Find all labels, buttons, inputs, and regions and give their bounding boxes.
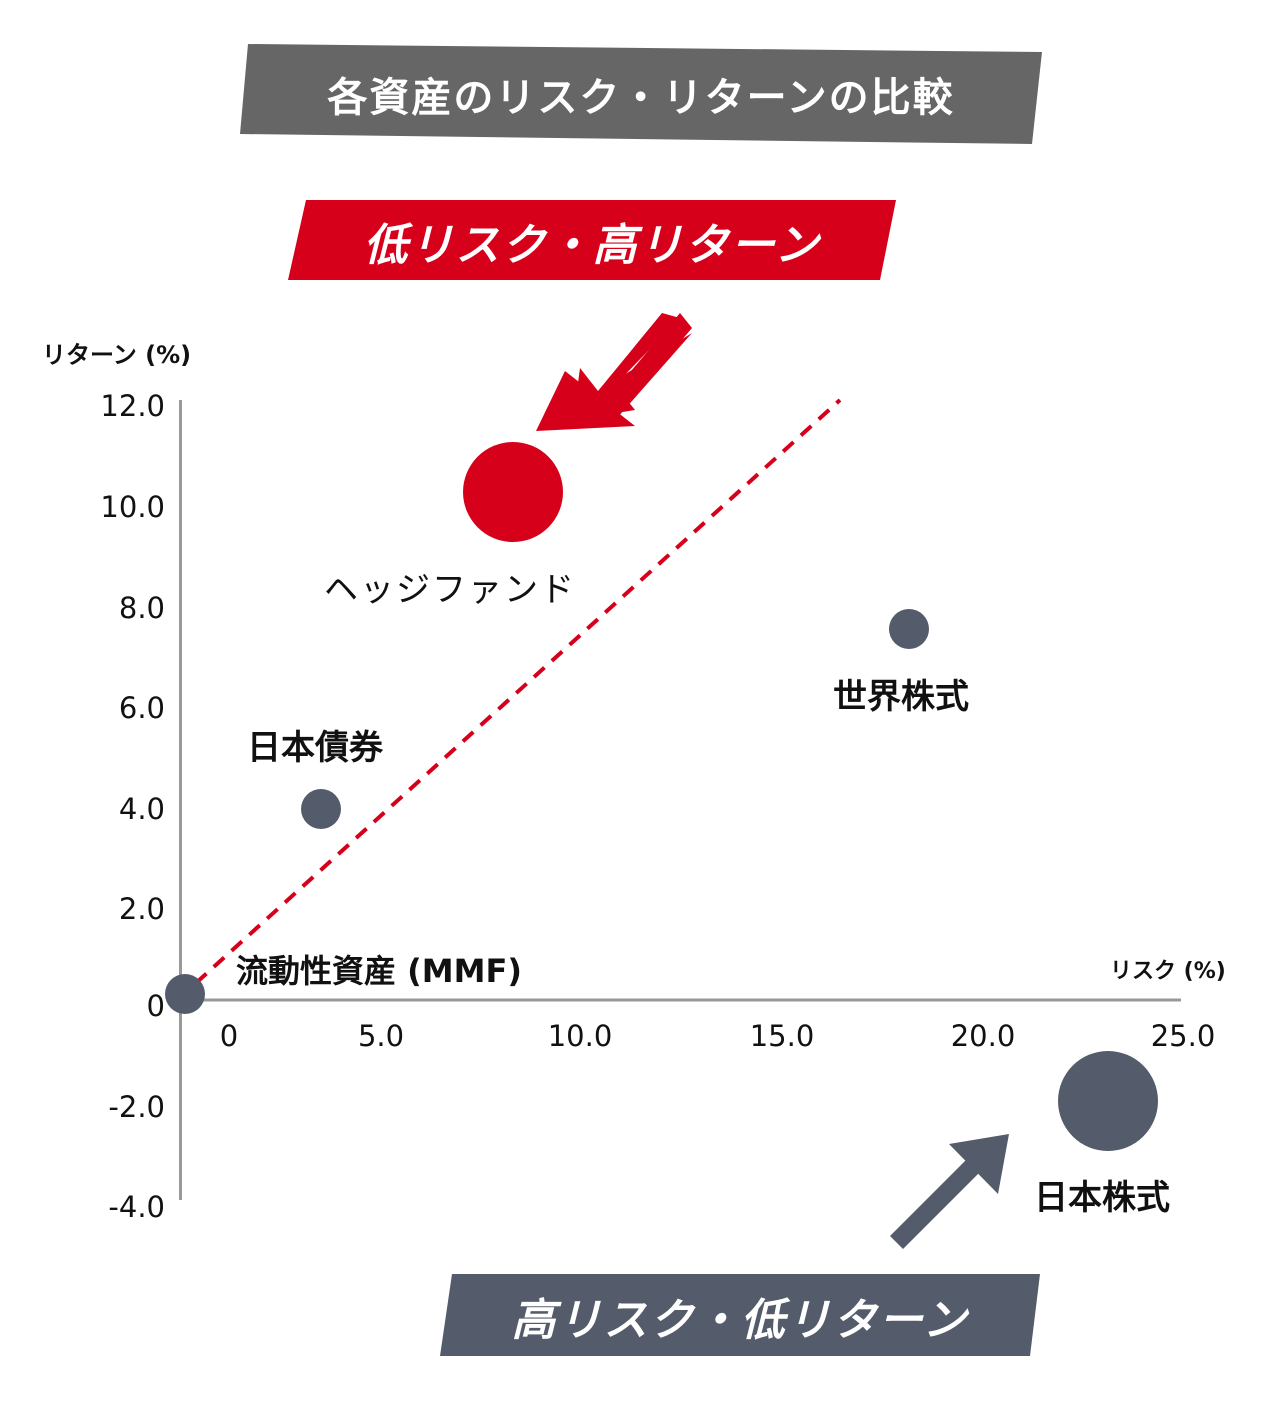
y-tick-label: -2.0 — [108, 1090, 165, 1124]
arrow-down-left-icon — [573, 313, 692, 420]
x-tick-label: 10.0 — [547, 1019, 613, 1053]
point-japan-equity — [1058, 1051, 1158, 1151]
label-japan-bonds: 日本債券 — [247, 728, 383, 768]
y-axis-title: リターン (%) — [42, 341, 192, 369]
y-tick-label: -4.0 — [108, 1190, 165, 1224]
point-mmf — [165, 974, 205, 1014]
x-tick-label: 20.0 — [950, 1019, 1016, 1053]
low-risk-high-return-label: 低リスク・高リターン — [363, 220, 821, 271]
point-japan-bonds — [301, 789, 341, 829]
title-banner-shape — [240, 44, 1042, 144]
high-risk-low-return-banner: 高リスク・低リターン — [440, 1274, 1040, 1358]
chart-title: 各資産のリスク・リターンの比較 — [327, 75, 955, 121]
x-tick-label: 0 — [219, 1019, 239, 1053]
y-tick-label: 12.0 — [100, 389, 165, 423]
x-tick-label: 15.0 — [749, 1019, 815, 1053]
point-hedge-fund — [463, 442, 563, 542]
reference-dashed-line — [194, 398, 842, 985]
point-world-equity — [889, 609, 929, 649]
chart-title-banner: 各資産のリスク・リターンの比較 — [240, 44, 1042, 144]
label-japan-equity: 日本株式 — [1034, 1178, 1170, 1218]
x-tick-label: 5.0 — [357, 1019, 405, 1053]
y-tick-label: 4.0 — [118, 792, 165, 826]
y-tick-label: 10.0 — [100, 490, 165, 524]
arrow-down-left-icon-head — [536, 371, 635, 431]
high-risk-low-return-label: 高リスク・低リターン — [511, 1295, 969, 1346]
arrow-up-right-icon-head — [949, 1134, 1009, 1194]
x-axis-title: リスク (%) — [1110, 959, 1226, 984]
x-tick-label: 25.0 — [1150, 1019, 1216, 1053]
y-tick-label: 8.0 — [118, 591, 165, 625]
arrow-up-right-icon-body — [890, 1155, 984, 1249]
y-tick-label: 6.0 — [118, 691, 165, 725]
low-risk-high-return-banner: 低リスク・高リターン — [288, 200, 896, 282]
good-banner-shape — [288, 200, 896, 280]
y-tick-label: 0 — [146, 989, 165, 1023]
label-mmf: 流動性資産 (MMF) — [236, 952, 522, 990]
bad-banner-shape — [440, 1274, 1040, 1356]
arrow-down-left-icon-body — [599, 313, 692, 423]
label-world-equity: 世界株式 — [833, 677, 969, 717]
label-hedge-fund: ヘッジファンド — [324, 570, 576, 610]
y-tick-label: 2.0 — [118, 892, 165, 926]
